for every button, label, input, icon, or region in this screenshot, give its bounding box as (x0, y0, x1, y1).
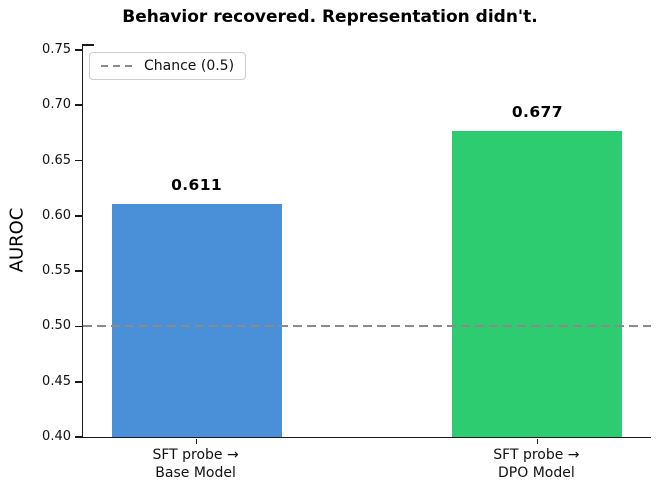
chart-title: Behavior recovered. Representation didn'… (122, 7, 538, 27)
x-category-label: SFT probe → Base Model (152, 446, 238, 482)
y-tick-label: 0.50 (42, 318, 71, 334)
y-tick-mark (75, 49, 82, 51)
bar-value-label: 0.677 (511, 102, 563, 121)
bar-base-model (111, 203, 282, 437)
y-tick-label: 0.75 (42, 42, 71, 57)
y-tick-label: 0.55 (42, 263, 71, 279)
y-tick-label: 0.65 (42, 152, 71, 168)
y-tick-label: 0.40 (42, 429, 71, 444)
y-tick-mark (75, 159, 82, 162)
bar-value-label: 0.611 (171, 175, 223, 194)
y-tick-mark (75, 325, 82, 328)
x-category-line: DPO Model (498, 465, 575, 482)
x-category-line: Base Model (155, 465, 236, 482)
bar-dpo-model (452, 130, 623, 437)
axis-top-nub (83, 44, 94, 46)
y-tick-label: 0.45 (42, 373, 71, 389)
y-tick-mark (75, 270, 82, 273)
legend-label: Chance (0.5) (144, 58, 235, 74)
dashed-line-sample-icon (101, 65, 134, 67)
y-tick-label: 0.60 (42, 207, 71, 223)
x-tick-mark (195, 438, 198, 444)
y-tick-mark (75, 380, 82, 383)
plot-area: Chance (0.5) 0.40 0.45 0.50 0.55 0.60 0.65 0.7… (42, 42, 651, 444)
y-tick-mark (75, 436, 82, 438)
x-tick-mark (536, 438, 539, 444)
chance-reference-line (83, 325, 651, 328)
x-category-line: SFT probe → (493, 447, 580, 463)
y-tick-mark (75, 214, 82, 217)
y-tick-label: 0.70 (42, 97, 71, 113)
x-category-line: SFT probe → (152, 447, 239, 463)
y-tick-mark (75, 104, 82, 107)
legend: Chance (0.5) (89, 52, 247, 80)
x-category-label: SFT probe → DPO Model (493, 446, 579, 482)
